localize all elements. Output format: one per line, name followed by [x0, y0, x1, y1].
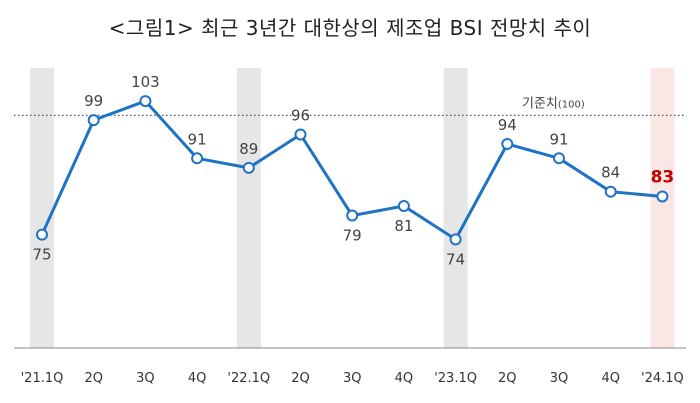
- data-label-2: 103: [131, 73, 160, 91]
- x-tick-label-0: '21.1Q: [21, 371, 64, 386]
- data-point-8: [449, 233, 462, 246]
- data-label-12: 83: [651, 167, 675, 187]
- band-4: [236, 68, 261, 348]
- data-point-0: [36, 228, 48, 241]
- data-label-0: 75: [32, 246, 51, 264]
- x-tick-label-1: 2Q: [84, 371, 103, 386]
- data-point-6: [346, 209, 359, 222]
- x-tick-label-2: 3Q: [136, 371, 155, 386]
- data-points: [36, 95, 669, 246]
- x-tick-label-9: 2Q: [498, 371, 517, 386]
- data-label-4: 89: [239, 140, 258, 158]
- data-point-4: [242, 161, 255, 174]
- emphasis-band: [650, 68, 675, 348]
- data-point-12: [656, 190, 669, 203]
- x-tick-label-11: 4Q: [601, 371, 620, 386]
- x-tick-label-8: '23.1Q: [434, 371, 477, 386]
- data-point-1: [87, 114, 100, 127]
- data-point-10: [553, 152, 565, 165]
- data-label-5: 96: [291, 106, 310, 124]
- data-label-7: 81: [394, 217, 413, 235]
- x-tick-label-3: 4Q: [188, 371, 207, 386]
- data-point-2: [139, 95, 152, 108]
- band-0: [30, 68, 54, 348]
- data-labels: 75 99 103 91 89 96 79 81 74 94 91 84 83: [32, 73, 674, 268]
- data-point-3: [191, 152, 204, 165]
- band-8: [443, 68, 468, 348]
- data-label-3: 91: [188, 130, 207, 148]
- x-tick-label-7: 4Q: [395, 371, 414, 386]
- x-tick-label-4: '22.1Q: [227, 371, 270, 386]
- x-tick-label-6: 3Q: [343, 371, 362, 386]
- chart-title: <그림1> 최근 3년간 대한상의 제조업 BSI 전망치 추이: [108, 16, 592, 40]
- data-point-9: [501, 138, 514, 150]
- quarter-bands: [30, 68, 675, 348]
- data-point-7: [397, 200, 410, 212]
- x-tick-label-12: '24.1Q: [641, 371, 684, 386]
- reference-line-label-text: 기준치: [522, 96, 558, 111]
- data-label-10: 91: [549, 130, 568, 148]
- reference-line-label-suffix: (100): [558, 99, 585, 110]
- data-label-1: 99: [84, 92, 103, 110]
- data-point-11: [604, 185, 617, 198]
- x-tick-label-5: 2Q: [291, 371, 310, 386]
- data-point-5: [294, 128, 307, 141]
- x-tick-label-10: 3Q: [550, 371, 569, 386]
- data-label-6: 79: [343, 227, 362, 245]
- data-label-9: 94: [498, 116, 517, 134]
- x-tick-labels: '21.1Q 2Q 3Q 4Q '22.1Q 2Q 3Q 4Q '23.1Q 2Q 3Q 4Q '24.…: [21, 371, 684, 386]
- reference-line-label: 기준치(100): [522, 96, 585, 111]
- data-label-11: 84: [601, 164, 620, 182]
- data-label-8: 74: [446, 250, 465, 268]
